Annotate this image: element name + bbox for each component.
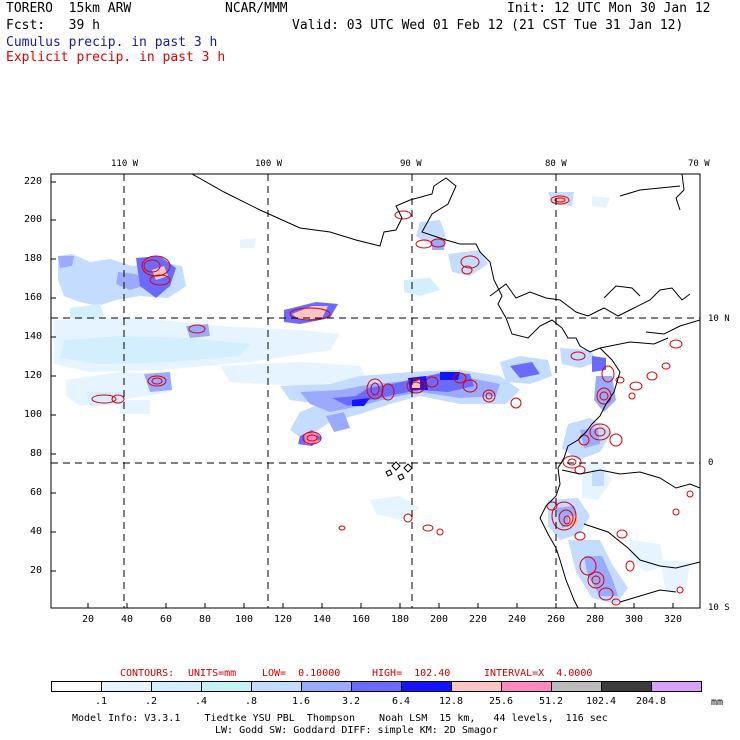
lon-label-70w: 70 W <box>688 159 710 169</box>
x-tick-label: 80 <box>199 614 212 625</box>
x-tick-label: 320 <box>664 614 683 625</box>
colorbar-swatch <box>251 681 302 692</box>
init-time: Init: 12 UTC Mon 30 Jan 12 <box>507 1 711 16</box>
colorbar-swatch <box>51 681 102 692</box>
contour-low: LOW= 0.10000 <box>262 668 341 679</box>
model-info: Model Info: V3.3.1 Tiedtke YSU PBL Thomp… <box>72 713 608 724</box>
colorbar-swatch <box>401 681 452 692</box>
colorbar-label: .2 <box>144 696 158 707</box>
lat-lon-grid <box>51 174 700 608</box>
contour-units: UNITS=mm <box>188 668 237 679</box>
colorbar-swatch <box>151 681 202 692</box>
lon-label-100w: 100 W <box>255 159 283 169</box>
x-tick-label: 160 <box>352 614 371 625</box>
y-tick-label: 60 <box>30 487 43 498</box>
y-axis-ticks <box>51 181 56 572</box>
contour-high: HIGH= 102.40 <box>372 668 451 679</box>
y-tick-label: 140 <box>24 331 43 342</box>
x-tick-label: 120 <box>274 614 293 625</box>
colorbar-swatch <box>101 681 152 692</box>
colorbar-swatch <box>351 681 402 692</box>
x-tick-label: 280 <box>586 614 605 625</box>
x-tick-label: 200 <box>430 614 449 625</box>
colorbar-swatch <box>651 681 702 692</box>
explicit-precip-contours <box>91 195 694 606</box>
colorbar-label: 51.2 <box>538 696 564 707</box>
y-tick-label: 220 <box>24 176 43 187</box>
y-tick-label: 20 <box>30 565 43 576</box>
y-tick-label: 80 <box>30 448 43 459</box>
y-tick-label: 160 <box>24 292 43 303</box>
physics-info: LW: Godd SW: Goddard DIFF: simple KM: 2D… <box>215 725 498 736</box>
contour-interval: INTERVAL=X 4.0000 <box>484 668 593 679</box>
y-tick-label: 180 <box>24 253 43 264</box>
colorbar-label: 6.4 <box>391 696 411 707</box>
valid-time: Valid: 03 UTC Wed 01 Feb 12 (21 CST Tue … <box>292 18 684 33</box>
x-tick-label: 260 <box>547 614 566 625</box>
x-tick-label: 300 <box>625 614 644 625</box>
x-tick-label: 20 <box>82 614 95 625</box>
lat-label-10n: 10 N <box>708 314 730 324</box>
colorbar-swatch <box>451 681 502 692</box>
x-tick-label: 40 <box>121 614 134 625</box>
colorbar-label: 102.4 <box>585 696 617 707</box>
colorbar-label: 1.6 <box>291 696 311 707</box>
lon-label-90w: 90 W <box>400 159 422 169</box>
x-tick-label: 240 <box>508 614 527 625</box>
lon-label-80w: 80 W <box>545 159 567 169</box>
colorbar-label: .1 <box>94 696 108 707</box>
x-tick-label: 140 <box>313 614 332 625</box>
explicit-legend: Explicit precip. in past 3 h <box>6 50 226 65</box>
x-tick-label: 180 <box>391 614 410 625</box>
lon-label-110w: 110 W <box>111 159 139 169</box>
cumulus-legend: Cumulus precip. in past 3 h <box>6 35 218 50</box>
y-tick-label: 120 <box>24 370 43 381</box>
lat-label-0: 0 <box>708 458 714 468</box>
lat-label-10s: 10 S <box>708 603 730 613</box>
colorbar-label: 204.8 <box>635 696 667 707</box>
contour-label: CONTOURS: <box>120 668 175 679</box>
y-tick-label: 100 <box>24 409 43 420</box>
colorbar-swatch <box>601 681 652 692</box>
colorbar-label: .8 <box>244 696 258 707</box>
colorbar-swatch <box>301 681 352 692</box>
colorbar-label: .4 <box>194 696 208 707</box>
colorbar-swatch <box>201 681 252 692</box>
x-axis-ticks <box>87 603 674 608</box>
model-title: TORERO 15km ARW <box>6 1 132 16</box>
y-tick-label: 200 <box>24 214 43 225</box>
x-tick-label: 100 <box>235 614 254 625</box>
x-tick-label: 220 <box>469 614 488 625</box>
colorbar-swatch <box>551 681 602 692</box>
colorbar-label: 3.2 <box>341 696 361 707</box>
x-tick-label: 60 <box>160 614 173 625</box>
forecast-hour: Fcst: 39 h <box>6 18 100 33</box>
org-label: NCAR/MMM <box>225 1 288 16</box>
colorbar-label: 12.8 <box>438 696 464 707</box>
map-frame <box>50 173 701 609</box>
colorbar-unit: mm <box>711 697 724 708</box>
colorbar-label: 25.6 <box>488 696 514 707</box>
colorbar-swatch <box>501 681 552 692</box>
y-tick-label: 40 <box>30 526 43 537</box>
